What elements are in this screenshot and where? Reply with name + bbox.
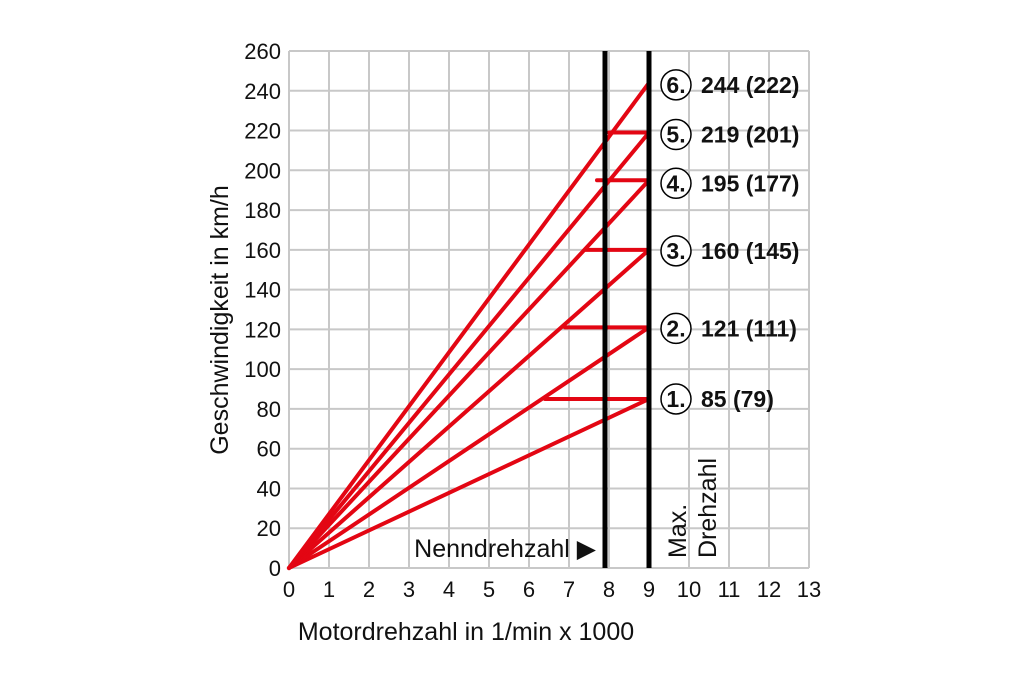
x-tick-label: 12 bbox=[757, 577, 781, 602]
x-tick-label: 0 bbox=[283, 577, 295, 602]
gear-speed-label: 244 (222) bbox=[701, 72, 799, 98]
gear-number-label: 6. bbox=[666, 72, 685, 98]
y-tick-label: 140 bbox=[244, 278, 281, 303]
y-tick-label: 160 bbox=[244, 238, 281, 263]
x-tick-label: 5 bbox=[483, 577, 495, 602]
x-tick-label: 13 bbox=[797, 577, 821, 602]
x-tick-label: 4 bbox=[443, 577, 455, 602]
grid bbox=[288, 50, 810, 569]
gear-line bbox=[287, 325, 651, 570]
gear-number-circle bbox=[660, 383, 692, 415]
y-axis-title: Geschwindigkeit in km/h bbox=[206, 185, 234, 455]
x-tick-label: 9 bbox=[643, 577, 655, 602]
max-drehzahl-annotation-line2: Drehzahl bbox=[694, 458, 722, 558]
gear-line bbox=[287, 247, 651, 570]
x-tick-label: 8 bbox=[603, 577, 615, 602]
x-tick-label: 1 bbox=[323, 577, 335, 602]
gear-number-circle bbox=[660, 118, 692, 151]
y-tick-label: 180 bbox=[244, 198, 281, 223]
y-tick-label: 120 bbox=[244, 317, 281, 342]
gear-number-circle bbox=[660, 312, 692, 345]
y-tick-label: 60 bbox=[257, 437, 281, 462]
gear-line bbox=[287, 178, 651, 570]
x-tick-label: 7 bbox=[563, 577, 575, 602]
y-axis-ticks: 0 20 40 60 80 100 120 140 160 180 200 220 240 260 bbox=[244, 39, 281, 581]
x-tick-label: 10 bbox=[677, 577, 701, 602]
gear-line bbox=[287, 80, 651, 570]
nenndrehzahl-annotation: Nenndrehzahl ▶ bbox=[414, 535, 597, 563]
y-tick-label: 260 bbox=[244, 39, 281, 64]
y-tick-label: 220 bbox=[244, 119, 281, 144]
gear-line bbox=[287, 130, 651, 570]
y-tick-label: 240 bbox=[244, 79, 281, 104]
gear-number-label: 2. bbox=[666, 315, 685, 341]
x-tick-label: 3 bbox=[403, 577, 415, 602]
gear-number-circle bbox=[660, 235, 692, 267]
gear-speed-label: 160 (145) bbox=[701, 238, 799, 264]
gear-lines bbox=[287, 80, 651, 570]
max-drehzahl-annotation-line1: Max. bbox=[664, 504, 692, 558]
gear-labels: 1. 85 (79) 2. 121 (111) 3. 160 (145) 4. 195 (17… bbox=[660, 69, 799, 415]
x-tick-label: 11 bbox=[718, 577, 741, 602]
gear-number-circle bbox=[660, 69, 692, 101]
gear-speed-label: 121 (111) bbox=[701, 315, 797, 341]
gear-line bbox=[287, 396, 651, 570]
y-tick-label: 0 bbox=[269, 556, 281, 581]
y-tick-label: 100 bbox=[244, 357, 281, 382]
gear-number-label: 1. bbox=[666, 386, 685, 412]
rpm-marker-lines bbox=[602, 51, 652, 568]
gear-number-label: 4. bbox=[666, 170, 685, 196]
gear-speed-label: 85 (79) bbox=[701, 386, 774, 412]
gear-number-label: 5. bbox=[666, 122, 685, 148]
y-tick-label: 200 bbox=[244, 158, 281, 183]
gear-speed-label: 195 (177) bbox=[701, 170, 799, 196]
gear-speed-label: 219 (201) bbox=[701, 122, 799, 148]
gear-number-label: 3. bbox=[666, 238, 685, 264]
y-tick-label: 80 bbox=[257, 397, 281, 422]
y-tick-label: 20 bbox=[257, 516, 281, 541]
x-axis-ticks: 0 1 2 3 4 5 6 7 8 9 10 11 12 13 bbox=[283, 577, 821, 602]
gear-number-circle bbox=[660, 167, 692, 199]
y-tick-label: 40 bbox=[257, 476, 281, 501]
x-tick-label: 6 bbox=[523, 577, 535, 602]
x-tick-label: 2 bbox=[363, 577, 375, 602]
x-axis-title: Motordrehzahl in 1/min x 1000 bbox=[298, 618, 634, 646]
